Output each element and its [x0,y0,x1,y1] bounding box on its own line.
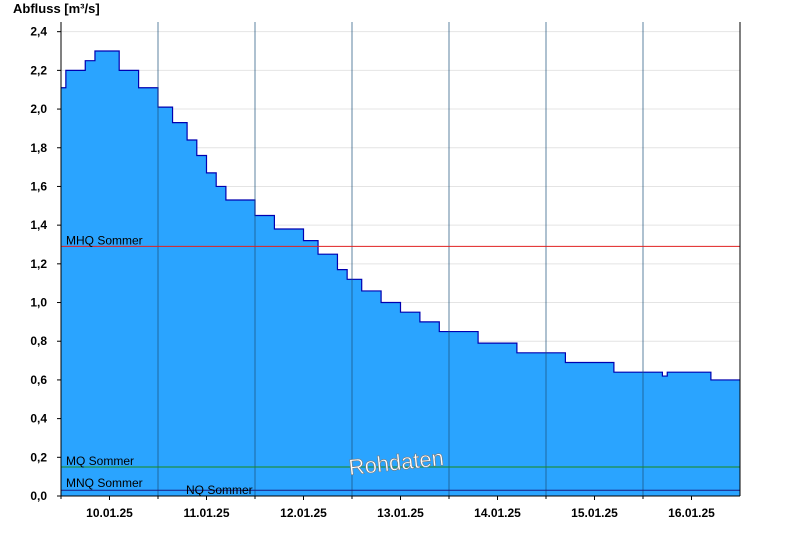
y-tick-label: 2,2 [30,63,47,77]
y-tick-label: 0,2 [30,450,47,464]
y-tick-label: 0,0 [30,489,47,503]
y-tick-label: 0,8 [30,334,47,348]
x-tick-label: 10.01.25 [86,506,133,520]
x-tick-label: 14.01.25 [474,506,521,520]
x-tick-label: 11.01.25 [183,506,229,520]
y-tick-label: 0,4 [30,412,47,426]
reference-label: MHQ Sommer [66,233,143,247]
x-tick-label: 15.01.25 [571,506,618,520]
x-tick-label: 13.01.25 [377,506,424,520]
x-tick-label: 12.01.25 [280,506,327,520]
reference-label: MQ Sommer [66,454,134,468]
x-tick-label: 16.01.25 [668,506,715,520]
y-tick-label: 1,8 [30,141,47,155]
y-axis-title: Abfluss [m³/s] [13,1,100,16]
reference-label: NQ Sommer [186,483,253,497]
y-tick-label: 2,0 [30,102,47,116]
y-tick-label: 1,2 [30,257,47,271]
y-tick-label: 1,0 [30,296,47,310]
y-tick-label: 1,4 [30,218,47,232]
reference-label: MNQ Sommer [66,476,143,490]
y-tick-label: 2,4 [30,25,47,39]
discharge-area [61,51,740,496]
y-tick-label: 0,6 [30,373,47,387]
y-tick-label: 1,6 [30,179,47,193]
discharge-line [61,50,740,381]
